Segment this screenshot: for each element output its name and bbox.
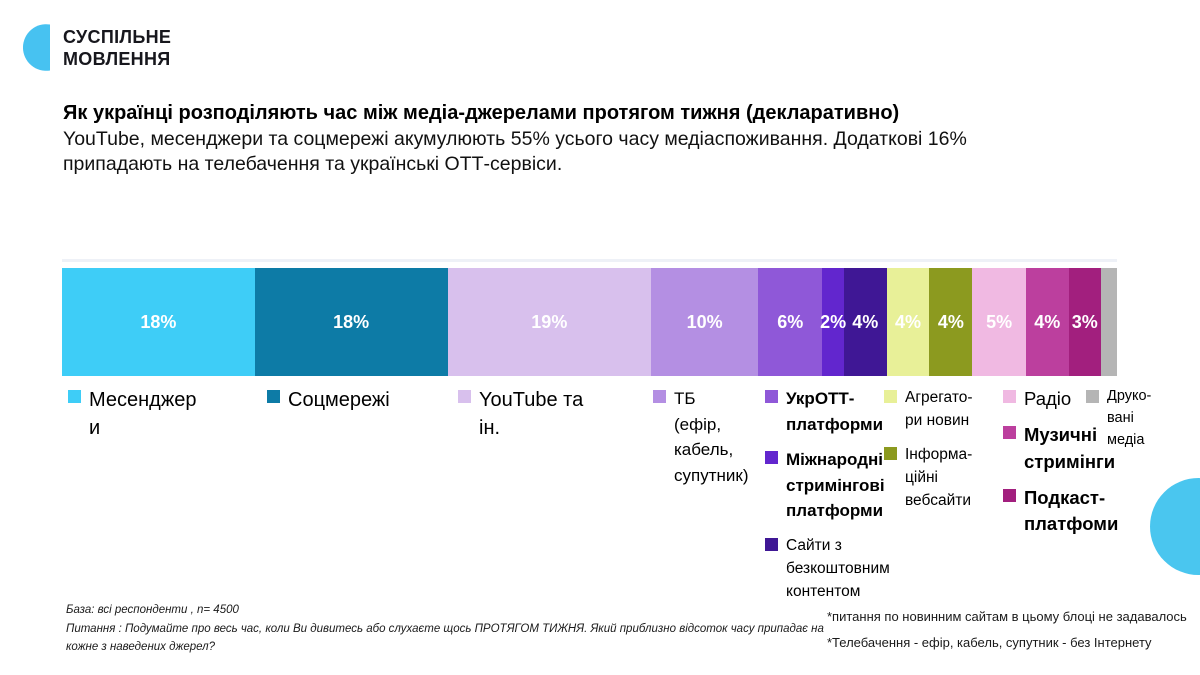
legend-label: УкрОТТ- платформи [786, 389, 884, 434]
legend-column: УкрОТТ- платформи Міжнародні стримінгові … [765, 386, 890, 613]
legend-item-podcasts: Подкаст- платфоми [1003, 485, 1118, 538]
bar-segment-label: 4% [1034, 311, 1061, 332]
footnote-right-block: *питання по новинним сайтам в цьому блоц… [827, 609, 1187, 650]
bar-segment-music-streaming: 4% [1025, 268, 1069, 376]
legend-item-youtube: YouTube та ін. [458, 386, 653, 443]
legend-swatch [765, 451, 778, 464]
bar-segment-label: 4% [937, 311, 964, 332]
legend-swatch [884, 390, 897, 403]
legend-label: Радіо [1024, 388, 1072, 409]
bar-segment-print-media [1100, 268, 1117, 376]
legend-item-radio: Радіо [1003, 386, 1086, 412]
legend-swatch [884, 446, 897, 460]
bar-segment-label: 4% [895, 311, 922, 332]
legend-swatch [765, 390, 778, 403]
legend-label: Сайти з безкоштовним контентом [786, 536, 890, 601]
legend-label: Інформа- ційні вебсайти [905, 445, 973, 510]
bar-segment-label: 10% [686, 311, 723, 332]
stacked-bar-chart: 18% 18% 19% 10% 6% 2% 4% 4% 4% 5% 4% 3% [62, 268, 1117, 376]
footnote-news-sites: *питання по новинним сайтам в цьому блоц… [827, 609, 1187, 624]
slide-subtitle: YouTube, месенджери та соцмережі акумулю… [63, 128, 967, 175]
legend-label: Музичні стримінги [1024, 424, 1116, 472]
legend-swatch [1003, 426, 1016, 440]
bar-segment-free-content-sites: 4% [843, 268, 887, 376]
legend-swatch [1086, 390, 1099, 403]
legend-label: Агрегато- ри новин [905, 389, 973, 430]
bar-segment-label: 5% [986, 311, 1013, 332]
bar-segment-ukr-ott: 6% [758, 268, 823, 376]
chart-legend: Месенджер и Соцмережі YouTube та ін. ТБ (еф… [68, 386, 1178, 613]
bar-segment-label: 3% [1071, 311, 1098, 332]
bar-segment-label: 18% [333, 311, 370, 332]
bar-segment-label: 19% [531, 311, 568, 332]
legend-column: Агрегато- ри новин Інформа- ційні вебсайт… [884, 386, 1003, 522]
legend-swatch [1003, 390, 1016, 403]
legend-item-info-websites: Інформа- ційні вебсайти [884, 443, 1003, 513]
suspilne-logo-icon [23, 24, 50, 71]
legend-label: ТБ (ефір, кабель, супутник) [674, 389, 749, 485]
bar-segment-label: 6% [777, 311, 804, 332]
bar-segment-news-aggregators: 4% [886, 268, 930, 376]
legend-label: Друко- вані медіа [1107, 388, 1152, 448]
legend-label: Міжнародні стримінгові платформи [786, 450, 885, 520]
legend-column: ТБ (ефір, кабель, супутник) [653, 386, 765, 498]
legend-label: Месенджер и [89, 389, 197, 440]
bar-top-gridline [62, 259, 1117, 262]
legend-item-messengers: Месенджер и [68, 386, 267, 443]
legend-item-ukr-ott: УкрОТТ- платформи [765, 386, 884, 437]
bar-segment-podcasts: 3% [1068, 268, 1101, 376]
bar-segment-messengers: 18% [62, 268, 255, 376]
footnote-question: Питання : Подумайте про весь час, коли В… [66, 623, 824, 653]
legend-swatch [68, 390, 81, 403]
bar-segment-label: 2% [820, 311, 847, 332]
legend-column: Месенджер и [68, 386, 267, 453]
brand-name: СУСПІЛЬНЕ МОВЛЕННЯ [63, 26, 171, 70]
legend-item-print-media: Друко- вані медіа [1086, 386, 1186, 451]
bar-segment-radio: 5% [972, 268, 1026, 376]
legend-swatch [267, 390, 280, 403]
legend-column: YouTube та ін. [458, 386, 653, 453]
bar-segment-label: 4% [852, 311, 879, 332]
footnote-base: База: всі респонденти , n= 4500 [66, 604, 239, 616]
legend-column: Соцмережі [267, 386, 458, 424]
legend-column: Радіо Музичні стримінги Подкаст- платфоми [1003, 386, 1118, 547]
bar-segment-tv: 10% [651, 268, 759, 376]
brand-name-line1: СУСПІЛЬНЕ [63, 27, 172, 47]
bar-segment-intl-streaming: 2% [820, 268, 847, 376]
legend-label: Подкаст- платфоми [1024, 486, 1119, 535]
slide-title: Як українці розподіляють час між медіа-д… [63, 102, 900, 124]
footnote-left-block: База: всі респонденти , n= 4500 Питання … [66, 602, 831, 656]
legend-swatch [458, 390, 471, 403]
legend-label: YouTube та ін. [479, 389, 584, 440]
bar-segment-label: 18% [140, 311, 177, 332]
legend-item-tv: ТБ (ефір, кабель, супутник) [653, 386, 765, 488]
brand-name-line2: МОВЛЕННЯ [63, 49, 171, 69]
bar-segment-youtube: 19% [447, 268, 652, 376]
legend-swatch [1003, 488, 1016, 502]
legend-item-news-aggregators: Агрегато- ри новин [884, 386, 1003, 433]
legend-swatch [765, 537, 778, 551]
footnote-tv: *Телебачення - ефір, кабель, супутник - … [827, 635, 1152, 650]
legend-item-social-networks: Соцмережі [267, 386, 458, 414]
legend-item-intl-streaming: Міжнародні стримінгові платформи [765, 447, 885, 524]
bar-segment-social-networks: 18% [254, 268, 448, 376]
legend-swatch [653, 390, 666, 403]
legend-item-music-streaming: Музичні стримінги [1003, 422, 1115, 475]
legend-label: Соцмережі [288, 389, 390, 411]
legend-item-free-content-sites: Сайти з безкоштовним контентом [765, 534, 890, 604]
bar-segment-info-websites: 4% [929, 268, 973, 376]
legend-column: Друко- вані медіа [1086, 386, 1186, 461]
